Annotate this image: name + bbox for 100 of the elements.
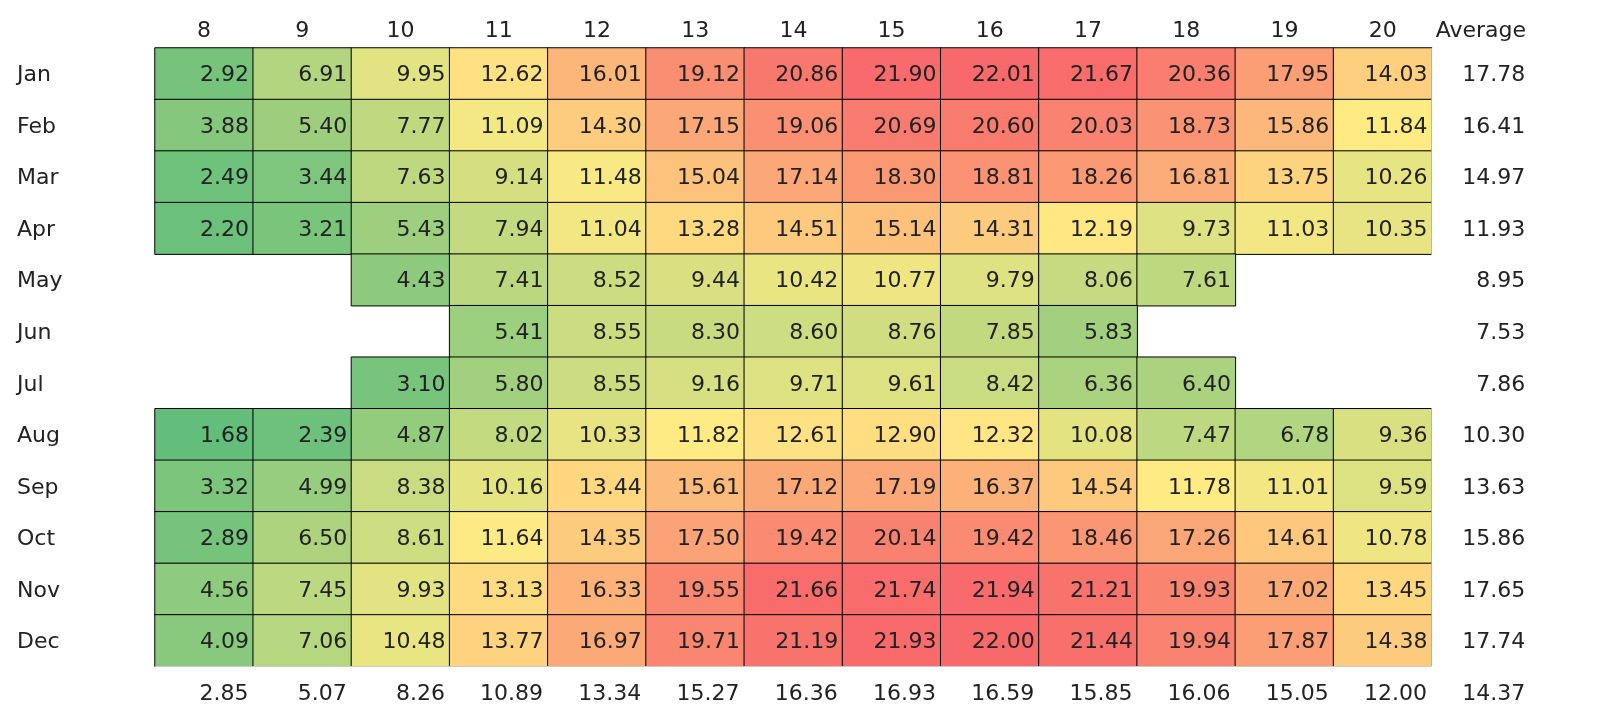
data-label: 8.60 [789,318,839,344]
data-label: 5.07 [297,679,347,705]
data-label: 19.06 [775,112,839,138]
data-label: 8.52 [592,267,642,293]
data-label: 7.94 [494,215,544,241]
data-label: 11.03 [1266,215,1330,241]
data-label: 17.12 [775,473,839,499]
data-label: 5.41 [494,318,544,344]
data-label: 10.08 [1069,422,1133,448]
x-tick-label: 15 [877,16,906,42]
data-label: 7.53 [1476,318,1526,344]
x-tick-label: 16 [975,16,1004,42]
data-label: 10.89 [480,679,544,705]
data-label: 21.93 [873,628,937,654]
y-tick-label: Mar [17,164,60,190]
data-label: 17.50 [677,525,741,551]
data-label: 17.87 [1266,628,1330,654]
data-label: 1.68 [199,422,249,448]
data-label: 17.78 [1462,61,1526,87]
data-label: 5.83 [1083,318,1133,344]
data-label: 6.40 [1182,370,1232,396]
data-label: 19.71 [677,628,741,654]
data-label: 12.61 [775,422,839,448]
data-label: 12.32 [971,422,1035,448]
x-tick-label: 8 [197,16,212,42]
data-label: 4.99 [298,473,348,499]
data-label: 7.77 [396,112,446,138]
data-label: 7.06 [298,628,348,654]
data-label: 5.80 [494,370,544,396]
y-tick-label: Sep [17,473,59,499]
data-label: 3.88 [199,112,249,138]
data-label: 17.19 [873,473,937,499]
data-label: 8.42 [985,370,1035,396]
data-label: 16.36 [774,679,838,705]
data-label: 11.04 [578,215,642,241]
data-label: 10.33 [578,422,642,448]
data-label: 18.26 [1069,164,1133,190]
data-label: 8.55 [592,318,642,344]
x-tick-label: 14 [779,16,808,42]
data-label: 4.87 [396,422,446,448]
data-label: 16.59 [971,679,1035,705]
y-tick-label: Jun [15,318,52,344]
y-tick-label: Nov [17,576,60,602]
data-label: 7.86 [1476,370,1526,396]
data-label: 13.63 [1462,473,1526,499]
data-label: 3.32 [199,473,249,499]
data-label: 17.15 [677,112,741,138]
data-label: 13.44 [578,473,642,499]
x-tick-label: 9 [295,16,310,42]
x-tick-label: 10 [386,16,415,42]
data-label: 8.30 [691,318,741,344]
data-label: 14.54 [1069,473,1133,499]
data-label: 13.28 [677,215,741,241]
data-label: 21.66 [775,576,839,602]
data-label: 10.35 [1364,215,1428,241]
data-label: 13.75 [1266,164,1330,190]
data-label: 2.39 [298,422,348,448]
data-label: 14.61 [1266,525,1330,551]
data-label: 2.89 [199,525,249,551]
data-label: 13.77 [480,628,544,654]
data-label: 16.81 [1168,164,1232,190]
x-tick-label: 12 [582,16,611,42]
y-tick-label: Oct [17,525,56,551]
data-label: 18.73 [1168,112,1232,138]
data-label: 13.45 [1364,576,1428,602]
data-label: 2.49 [199,164,249,190]
data-label: 9.36 [1378,422,1428,448]
data-label: 21.90 [873,61,937,87]
data-label: 10.16 [480,473,544,499]
y-tick-label: Feb [17,112,56,138]
data-label: 8.95 [1476,267,1526,293]
data-label: 8.55 [592,370,642,396]
x-tick-label: Average [1435,16,1527,42]
data-label: 21.21 [1069,576,1133,602]
data-label: 14.97 [1462,164,1526,190]
data-label: 17.14 [775,164,839,190]
data-label: 10.78 [1364,525,1428,551]
data-label: 16.33 [578,576,642,602]
data-label: 5.43 [396,215,446,241]
data-label: 19.42 [775,525,839,551]
data-label: 21.44 [1069,628,1133,654]
y-tick-label: May [17,267,63,293]
data-label: 22.00 [971,628,1035,654]
data-label: 11.64 [480,525,544,551]
data-label: 17.02 [1266,576,1330,602]
data-label: 14.38 [1364,628,1428,654]
data-label: 11.48 [578,164,642,190]
data-label: 9.16 [691,370,741,396]
data-label: 4.56 [199,576,249,602]
data-label: 5.40 [298,112,348,138]
data-label: 14.37 [1462,679,1526,705]
data-label: 16.01 [578,61,642,87]
y-tick-label: Dec [17,628,60,654]
y-tick-label: Apr [17,215,57,241]
data-label: 19.93 [1168,576,1232,602]
data-label: 15.85 [1069,679,1133,705]
data-label: 11.01 [1266,473,1330,499]
data-label: 11.78 [1168,473,1232,499]
data-label: 6.91 [298,61,348,87]
x-tick-label: 20 [1368,16,1397,42]
